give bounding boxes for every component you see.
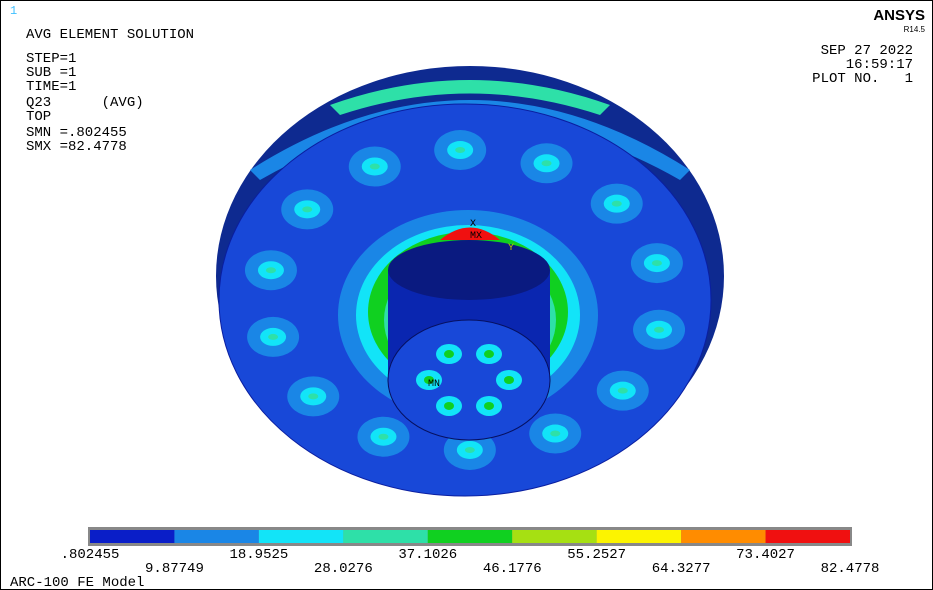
legend-label: 64.3277 bbox=[652, 561, 711, 577]
patch bbox=[504, 376, 514, 384]
legend-swatch bbox=[766, 530, 850, 543]
legend-swatch bbox=[597, 530, 681, 543]
patch bbox=[308, 393, 318, 399]
patch bbox=[612, 201, 622, 207]
legend-swatch bbox=[681, 530, 765, 543]
ansys-window: 1 ANSYS R14.5 AVG ELEMENT SOLUTIONSTEP=1… bbox=[0, 0, 933, 590]
hub-face bbox=[388, 320, 550, 440]
patch bbox=[618, 388, 628, 394]
legend-label: 73.4027 bbox=[736, 547, 795, 563]
patch bbox=[378, 434, 388, 440]
title-line: TOP bbox=[26, 109, 51, 125]
patch bbox=[465, 447, 475, 453]
patch bbox=[444, 402, 454, 410]
legend-swatch bbox=[90, 530, 174, 543]
patch bbox=[444, 350, 454, 358]
legend-label: 9.87749 bbox=[145, 561, 204, 577]
legend-swatch bbox=[343, 530, 427, 543]
legend-label: 46.1776 bbox=[483, 561, 542, 577]
title-line: SMX =82.4778 bbox=[26, 139, 127, 155]
brand: ANSYS bbox=[873, 7, 925, 24]
legend-label: 28.0276 bbox=[314, 561, 373, 577]
hub-top bbox=[388, 240, 550, 300]
legend-label: .802455 bbox=[61, 547, 120, 563]
version: R14.5 bbox=[904, 25, 926, 34]
patch bbox=[370, 163, 380, 169]
model-title: ARC-100 FE Model bbox=[10, 575, 144, 590]
patch bbox=[542, 160, 552, 166]
legend-label: 82.4778 bbox=[821, 561, 880, 577]
marker: X bbox=[470, 219, 476, 230]
patch bbox=[266, 267, 276, 273]
fe-model: X MX Y MN bbox=[216, 66, 724, 496]
patch bbox=[550, 431, 560, 437]
patch bbox=[302, 206, 312, 212]
patch bbox=[455, 147, 465, 153]
patch bbox=[654, 327, 664, 333]
title-line: AVG ELEMENT SOLUTION bbox=[26, 27, 194, 43]
legend-swatch bbox=[512, 530, 596, 543]
patch bbox=[484, 402, 494, 410]
title-line: TIME=1 bbox=[26, 79, 76, 95]
legend-label: 18.9525 bbox=[229, 547, 288, 563]
patch bbox=[268, 334, 278, 340]
marker: Y bbox=[508, 243, 514, 254]
legend-label: 37.1026 bbox=[398, 547, 457, 563]
marker: MX bbox=[470, 231, 482, 242]
legend-swatch bbox=[174, 530, 258, 543]
legend-swatch bbox=[428, 530, 512, 543]
legend-swatch bbox=[259, 530, 343, 543]
window-number: 1 bbox=[10, 4, 17, 18]
patch bbox=[484, 350, 494, 358]
legend-label: 55.2527 bbox=[567, 547, 626, 563]
marker: MN bbox=[428, 379, 440, 390]
date-line: PLOT NO. 1 bbox=[812, 71, 913, 87]
patch bbox=[652, 260, 662, 266]
